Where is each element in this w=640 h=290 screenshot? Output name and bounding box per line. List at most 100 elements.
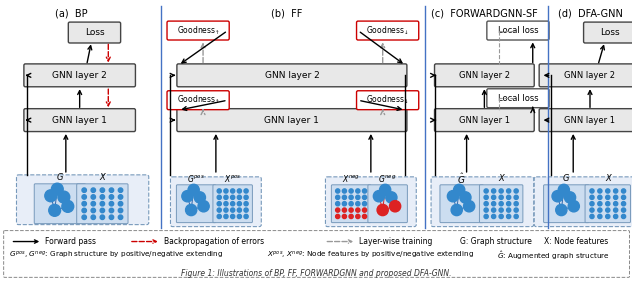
- Text: Layer-wise training: Layer-wise training: [359, 237, 433, 246]
- Circle shape: [217, 202, 221, 206]
- Text: (c)  FORWARDGNN-SF: (c) FORWARDGNN-SF: [431, 9, 538, 19]
- Circle shape: [621, 195, 626, 200]
- Circle shape: [91, 188, 95, 193]
- FancyBboxPatch shape: [479, 185, 523, 223]
- Circle shape: [499, 195, 503, 200]
- Circle shape: [100, 208, 104, 213]
- Circle shape: [335, 202, 340, 206]
- FancyBboxPatch shape: [440, 185, 483, 223]
- FancyBboxPatch shape: [435, 109, 534, 132]
- Circle shape: [335, 214, 340, 219]
- FancyBboxPatch shape: [332, 185, 371, 223]
- Circle shape: [621, 189, 626, 193]
- Circle shape: [507, 208, 511, 212]
- Circle shape: [230, 214, 235, 219]
- Circle shape: [244, 195, 248, 200]
- Circle shape: [621, 208, 626, 212]
- Circle shape: [182, 191, 193, 202]
- Circle shape: [349, 214, 353, 219]
- Text: $G^{pos}$: $G^{pos}$: [187, 173, 205, 184]
- FancyBboxPatch shape: [177, 109, 407, 132]
- Circle shape: [356, 189, 360, 193]
- Circle shape: [614, 189, 618, 193]
- Circle shape: [514, 195, 518, 200]
- FancyBboxPatch shape: [584, 22, 636, 43]
- Circle shape: [349, 195, 353, 200]
- Circle shape: [217, 189, 221, 193]
- Circle shape: [614, 195, 618, 200]
- Text: Goodness$_↑$: Goodness$_↑$: [177, 24, 220, 37]
- Circle shape: [224, 202, 228, 206]
- Circle shape: [244, 208, 248, 212]
- Circle shape: [100, 195, 104, 199]
- Circle shape: [237, 214, 241, 219]
- Text: GNN layer 1: GNN layer 1: [564, 116, 616, 125]
- Circle shape: [552, 191, 563, 202]
- FancyBboxPatch shape: [487, 89, 549, 108]
- Circle shape: [118, 195, 123, 199]
- Circle shape: [82, 188, 86, 193]
- Circle shape: [195, 192, 205, 203]
- FancyBboxPatch shape: [539, 109, 640, 132]
- Circle shape: [590, 208, 594, 212]
- Text: G: G: [563, 174, 570, 183]
- Circle shape: [605, 195, 610, 200]
- Circle shape: [590, 202, 594, 206]
- Circle shape: [244, 202, 248, 206]
- Circle shape: [447, 191, 459, 202]
- Circle shape: [564, 192, 575, 203]
- Circle shape: [492, 189, 496, 193]
- FancyBboxPatch shape: [539, 64, 640, 87]
- FancyBboxPatch shape: [17, 175, 148, 225]
- Circle shape: [244, 189, 248, 193]
- Circle shape: [362, 189, 367, 193]
- Circle shape: [82, 208, 86, 213]
- Circle shape: [484, 189, 488, 193]
- Circle shape: [390, 201, 401, 212]
- Circle shape: [118, 215, 123, 220]
- Text: Local loss: Local loss: [498, 94, 538, 103]
- FancyBboxPatch shape: [585, 185, 630, 223]
- Circle shape: [356, 202, 360, 206]
- FancyBboxPatch shape: [35, 184, 86, 224]
- Circle shape: [82, 215, 86, 220]
- Circle shape: [58, 191, 70, 203]
- FancyBboxPatch shape: [368, 185, 408, 223]
- Circle shape: [484, 214, 488, 219]
- Circle shape: [590, 214, 594, 219]
- FancyBboxPatch shape: [24, 109, 136, 132]
- Circle shape: [514, 202, 518, 206]
- Circle shape: [492, 214, 496, 219]
- Text: Goodness$_↓$: Goodness$_↓$: [366, 94, 409, 106]
- Text: Local loss: Local loss: [498, 26, 538, 35]
- Circle shape: [492, 202, 496, 206]
- Circle shape: [100, 215, 104, 220]
- Text: X: X: [99, 173, 105, 182]
- Circle shape: [514, 189, 518, 193]
- Circle shape: [590, 195, 594, 200]
- Text: G: G: [57, 173, 63, 182]
- Circle shape: [492, 208, 496, 212]
- Circle shape: [118, 208, 123, 213]
- Circle shape: [362, 208, 367, 212]
- Text: $G^{neg}$: $G^{neg}$: [378, 173, 397, 184]
- Text: GNN layer 1: GNN layer 1: [459, 116, 510, 125]
- Circle shape: [109, 202, 114, 206]
- Text: $X^{neg}$: $X^{neg}$: [342, 173, 360, 184]
- FancyBboxPatch shape: [435, 64, 534, 87]
- Circle shape: [460, 192, 471, 203]
- Circle shape: [100, 202, 104, 206]
- Text: GNN layer 2: GNN layer 2: [52, 71, 107, 80]
- Circle shape: [91, 202, 95, 206]
- Text: X: X: [605, 174, 611, 183]
- FancyBboxPatch shape: [356, 21, 419, 40]
- Text: Backpropagation of errors: Backpropagation of errors: [164, 237, 264, 246]
- Circle shape: [237, 189, 241, 193]
- Circle shape: [335, 189, 340, 193]
- Circle shape: [342, 189, 346, 193]
- Text: $\hat{G}$: Augmented graph structure: $\hat{G}$: Augmented graph structure: [497, 249, 611, 262]
- Circle shape: [614, 214, 618, 219]
- Circle shape: [349, 208, 353, 212]
- Circle shape: [380, 184, 391, 195]
- Text: Loss: Loss: [600, 28, 620, 37]
